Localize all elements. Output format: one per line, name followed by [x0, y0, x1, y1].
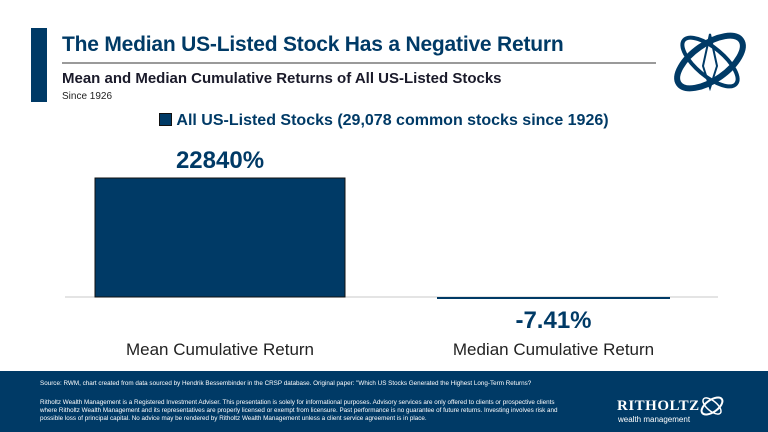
data-label: 22840% — [176, 147, 264, 174]
source-note: Source: RWM, chart created from data sou… — [40, 380, 532, 387]
category-label: Mean Cumulative Return — [126, 340, 314, 359]
footer: Source: RWM, chart created from data sou… — [0, 371, 768, 432]
chart-legend: All US-Listed Stocks (29,078 common stoc… — [0, 112, 768, 130]
brand-name: RITHOLTZ — [617, 398, 700, 414]
ritholtz-logo-icon — [674, 32, 746, 92]
chart-subtitle: Since 1926 — [62, 91, 113, 102]
brand-tagline: wealth management — [618, 415, 691, 424]
page-title: The Median US-Listed Stock Has a Negativ… — [62, 33, 564, 56]
bar-chart: 22840% Mean Cumulative Return -7.41% Median… — [65, 147, 718, 359]
legend-swatch — [159, 113, 173, 126]
data-label: -7.41% — [515, 307, 591, 334]
title-accent-bar — [31, 28, 47, 102]
title-divider — [62, 62, 656, 64]
legend-label: All US-Listed Stocks (29,078 common stoc… — [176, 112, 609, 129]
disclaimer: Ritholtz Wealth Management is a Register… — [40, 399, 558, 422]
bar — [437, 297, 670, 299]
bar — [94, 177, 346, 298]
chart-title: Mean and Median Cumulative Returns of Al… — [62, 70, 502, 87]
category-label: Median Cumulative Return — [453, 340, 654, 359]
footer-logo-icon — [700, 396, 724, 416]
